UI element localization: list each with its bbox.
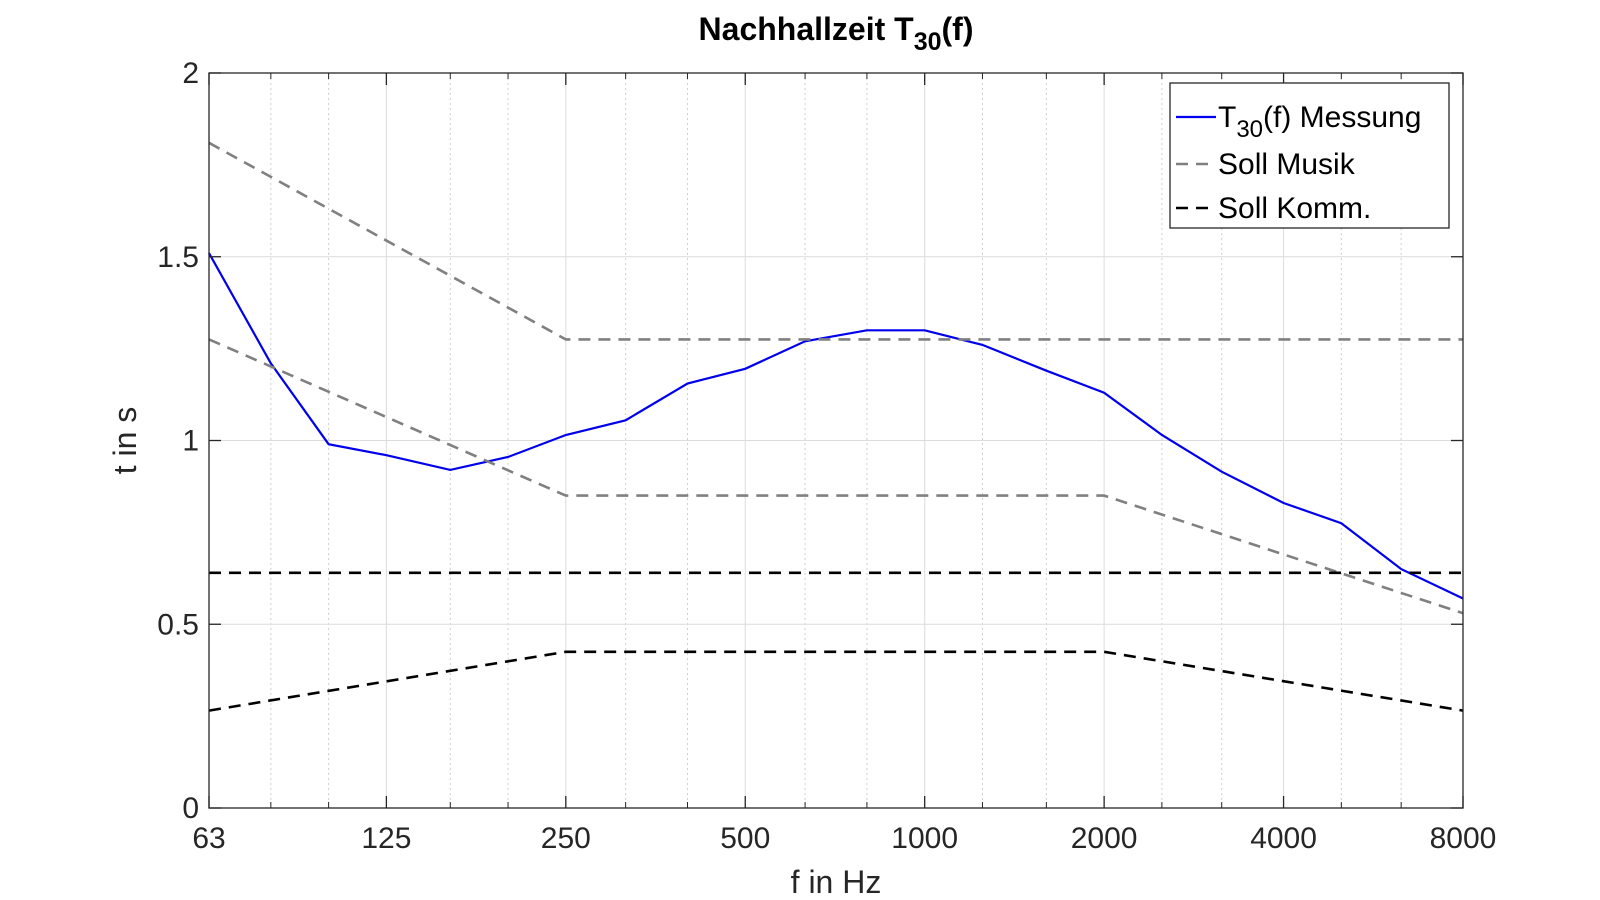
- legend-box: [1169, 82, 1450, 229]
- axis-ticks: 63 125 250 500 1000 2000 4000 8000 0 0.5 1 1.5 2: [157, 57, 1496, 855]
- series-line-messung: [208, 252, 1464, 600]
- series-line-soll-musik-upper: [208, 141, 1463, 341]
- legend-item-soll-komm-upper: Soll Komm.: [1176, 192, 1371, 225]
- x-tick-label: 250: [541, 822, 591, 855]
- series-lines: [208, 141, 1464, 712]
- x-tick-label: 125: [361, 822, 411, 855]
- y-tick-label: 0.5: [157, 608, 199, 641]
- legend-label: Soll Musik: [1218, 148, 1356, 181]
- y-axis-label: t in s: [107, 407, 143, 475]
- legend-label: T30(f) Messung: [1218, 101, 1421, 143]
- legend-item-messung: T30(f) Messung: [1176, 101, 1421, 143]
- chart-title: Nachhallzeit T30(f): [699, 11, 974, 56]
- x-tick-label: 4000: [1250, 822, 1317, 855]
- y-tick-label: 1.5: [157, 241, 199, 274]
- x-axis-label: f in Hz: [791, 864, 882, 900]
- x-tick-label: 2000: [1071, 822, 1138, 855]
- legend: T30(f) Messung Soll Musik Soll Komm.: [1169, 82, 1450, 229]
- series-line-soll-komm-lower: [208, 650, 1464, 712]
- y-tick-label: 1: [182, 425, 199, 458]
- x-tick-label: 500: [720, 822, 770, 855]
- x-tick-label: 1000: [891, 822, 958, 855]
- legend-item-soll-musik-upper: Soll Musik: [1176, 148, 1356, 181]
- x-tick-label: 63: [192, 822, 225, 855]
- y-tick-label: 0: [182, 792, 199, 825]
- y-tick-label: 2: [182, 57, 199, 90]
- legend-label: Soll Komm.: [1218, 192, 1371, 225]
- x-tick-label: 8000: [1430, 822, 1497, 855]
